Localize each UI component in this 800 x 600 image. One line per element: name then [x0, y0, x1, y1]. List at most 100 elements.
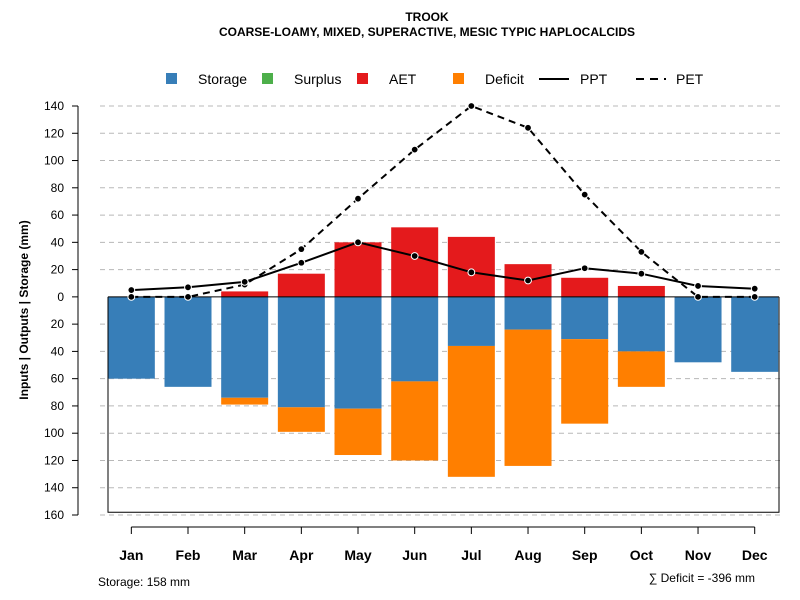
legend-item: PPT	[539, 71, 608, 87]
legend-label: AET	[389, 71, 417, 87]
legend-item: Deficit	[453, 71, 524, 87]
ppt-point	[354, 238, 362, 247]
aet-bar	[617, 285, 665, 297]
storage-bar	[731, 296, 779, 372]
aet-bar	[561, 277, 609, 297]
legend-label: Storage	[198, 71, 247, 87]
pet-point	[580, 190, 589, 199]
pet-point	[354, 194, 362, 203]
storage-bar	[334, 296, 382, 409]
ppt-point	[467, 268, 476, 277]
aet-bar	[334, 242, 382, 297]
ppt-point	[580, 264, 589, 273]
pet-line	[131, 104, 755, 298]
ppt-line	[131, 241, 755, 292]
pet-point	[694, 292, 702, 301]
y-tick-label: 20	[51, 263, 65, 277]
x-tick-label: Sep	[572, 547, 598, 563]
y-axis-label: Inputs | Outputs | Storage (mm)	[17, 220, 31, 399]
storage-bar	[391, 296, 439, 382]
ppt-point	[184, 283, 192, 292]
legend-label: PET	[676, 71, 704, 87]
pet-point	[467, 102, 476, 110]
legend: Storage Surplus AET Deficit PPT PET	[166, 71, 704, 87]
x-tick-label: Apr	[289, 547, 314, 563]
x-tick-label: Nov	[685, 547, 712, 563]
chart-subtitle: COARSE-LOAMY, MIXED, SUPERACTIVE, MESIC …	[219, 25, 635, 39]
storage-bar	[674, 296, 722, 363]
x-tick-label: Oct	[630, 547, 654, 563]
legend-swatch	[453, 73, 464, 84]
ppt-point	[127, 286, 136, 294]
aet-bar	[391, 227, 439, 297]
y-tick-label: 120	[44, 126, 64, 140]
ppt-point	[637, 269, 646, 278]
pet-point	[410, 145, 419, 154]
deficit-bar	[617, 351, 665, 387]
storage-bar	[504, 296, 552, 330]
legend-item: AET	[357, 71, 417, 87]
legend-swatch	[262, 73, 273, 84]
x-tick-label: Feb	[176, 547, 201, 563]
aet-bar	[221, 291, 269, 297]
x-tick-label: Mar	[232, 547, 257, 563]
y-axis: 140 120 100 80 60 40 20 0 20 40 60 80 100 120 140 160	[44, 99, 79, 522]
y-tick-label: 0	[57, 290, 64, 304]
bars	[107, 227, 779, 477]
y-tick-label: 160	[44, 508, 64, 522]
legend-label: PPT	[580, 71, 608, 87]
pet-point	[184, 292, 192, 301]
y-tick-label: 120	[44, 453, 64, 467]
x-tick-label: May	[344, 547, 371, 563]
x-tick-label: Jul	[461, 547, 481, 563]
gridlines	[100, 105, 784, 516]
ppt-point	[524, 276, 532, 285]
aet-bar	[277, 273, 325, 297]
pet-point	[127, 292, 136, 301]
storage-annotation: Storage: 158 mm	[98, 575, 190, 589]
storage-capacity-box	[107, 296, 780, 513]
y-tick-label: 20	[51, 317, 65, 331]
legend-item: Surplus	[262, 71, 341, 87]
deficit-bar	[504, 329, 552, 466]
x-tick-label: Jan	[119, 547, 143, 563]
pet-point	[524, 123, 532, 132]
y-tick-label: 100	[44, 154, 64, 168]
y-tick-label: 140	[44, 99, 64, 113]
storage-bar	[561, 296, 609, 340]
deficit-bar	[277, 407, 325, 432]
deficit-bar	[391, 381, 439, 461]
storage-bar	[221, 296, 269, 398]
ppt-point	[240, 277, 249, 286]
y-tick-label: 80	[51, 399, 65, 413]
y-tick-label: 140	[44, 481, 64, 495]
ppt-point	[750, 284, 759, 293]
chart-title: TROOK	[405, 10, 449, 24]
x-tick-label: Jun	[402, 547, 427, 563]
legend-item: PET	[636, 71, 704, 87]
pet-point	[637, 247, 646, 256]
y-tick-label: 60	[51, 372, 65, 386]
pet-point	[297, 245, 306, 254]
deficit-bar	[561, 339, 609, 424]
storage-bar	[277, 296, 325, 408]
legend-label: Surplus	[294, 71, 341, 87]
deficit-annotation: ∑ Deficit = -396 mm	[649, 571, 755, 585]
storage-bar	[164, 296, 212, 387]
x-tick-label: Dec	[742, 547, 768, 563]
legend-item: Storage	[166, 71, 247, 87]
x-axis: Jan Feb Mar Apr May Jun Jul Aug Sep Oct Nov Dec	[119, 526, 768, 563]
deficit-bar	[447, 345, 495, 477]
deficit-bar	[334, 408, 382, 456]
series-lines	[127, 102, 759, 301]
x-tick-label: Aug	[514, 547, 541, 563]
deficit-bar	[221, 397, 269, 405]
y-tick-label: 100	[44, 426, 64, 440]
ppt-point	[694, 282, 702, 290]
legend-label: Deficit	[485, 71, 524, 87]
legend-swatch	[166, 73, 177, 84]
ppt-point	[410, 252, 419, 260]
y-tick-label: 40	[51, 344, 65, 358]
y-tick-label: 80	[51, 181, 65, 195]
